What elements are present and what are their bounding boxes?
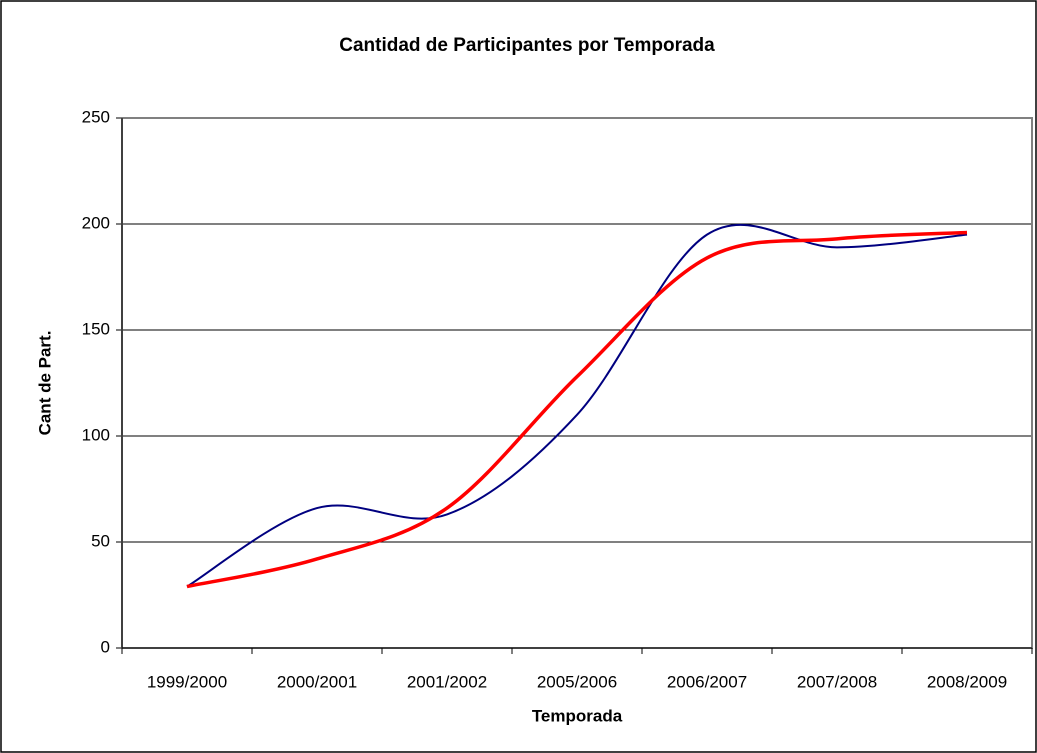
y-tick-label: 250	[82, 107, 110, 126]
x-tick-label: 2008/2009	[927, 672, 1007, 691]
y-tick-label: 150	[82, 319, 110, 338]
chart-title: Cantidad de Participantes por Temporada	[339, 35, 715, 56]
y-tick-label: 100	[82, 425, 110, 444]
x-tick-label: 2000/2001	[277, 672, 357, 691]
line-series	[186, 230, 968, 589]
y-tick-label: 0	[101, 637, 110, 656]
x-tick-label: 2006/2007	[667, 672, 747, 691]
y-axis-label: Cant de Part.	[35, 331, 54, 436]
y-tick-label: 50	[91, 531, 110, 550]
x-tick-label: 2001/2002	[407, 672, 487, 691]
x-axis-label: Temporada	[532, 706, 623, 725]
y-tick-label: 200	[82, 213, 110, 232]
x-tick-label: 2005/2006	[537, 672, 617, 691]
x-tick-label: 1999/2000	[147, 672, 227, 691]
line-series	[186, 223, 968, 588]
x-tick-label: 2007/2008	[797, 672, 877, 691]
